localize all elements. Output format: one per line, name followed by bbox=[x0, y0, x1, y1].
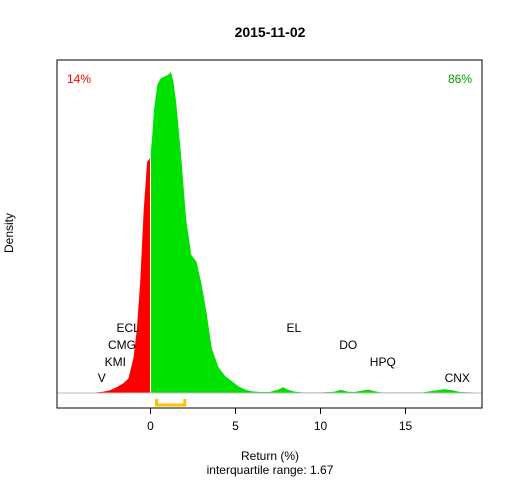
chart-title: 2015-11-02 bbox=[235, 24, 306, 40]
outlier-label: DO bbox=[339, 338, 357, 352]
outlier-label: CMG bbox=[108, 338, 136, 352]
x-tick-label: 0 bbox=[147, 419, 154, 433]
outlier-label: CNX bbox=[445, 371, 470, 385]
negative-share-label: 14% bbox=[67, 72, 91, 86]
outlier-labels: ECL CMG KMI V EL DO HPQ CNX bbox=[98, 321, 470, 385]
plot-frame bbox=[56, 59, 483, 409]
density-areas bbox=[57, 72, 482, 394]
iqr-label: interquartile range: 1.67 bbox=[207, 463, 334, 477]
outlier-label: ECL bbox=[117, 321, 141, 335]
positive-return-area bbox=[150, 72, 474, 393]
x-axis: 0 5 10 15 bbox=[147, 408, 412, 433]
x-axis-label: Return (%) bbox=[241, 449, 299, 463]
x-tick-label: 10 bbox=[314, 419, 328, 433]
iqr-bracket bbox=[154, 399, 187, 407]
negative-return-area bbox=[96, 155, 151, 393]
x-tick-label: 15 bbox=[399, 419, 413, 433]
outlier-label: HPQ bbox=[370, 355, 396, 369]
outlier-label: EL bbox=[287, 321, 302, 335]
outlier-label: V bbox=[98, 371, 106, 385]
y-axis-label: Density bbox=[2, 213, 16, 253]
iqr-bracket-line bbox=[154, 399, 187, 407]
x-tick-label: 5 bbox=[232, 419, 239, 433]
outlier-label: KMI bbox=[105, 355, 126, 369]
positive-share-label: 86% bbox=[448, 72, 472, 86]
